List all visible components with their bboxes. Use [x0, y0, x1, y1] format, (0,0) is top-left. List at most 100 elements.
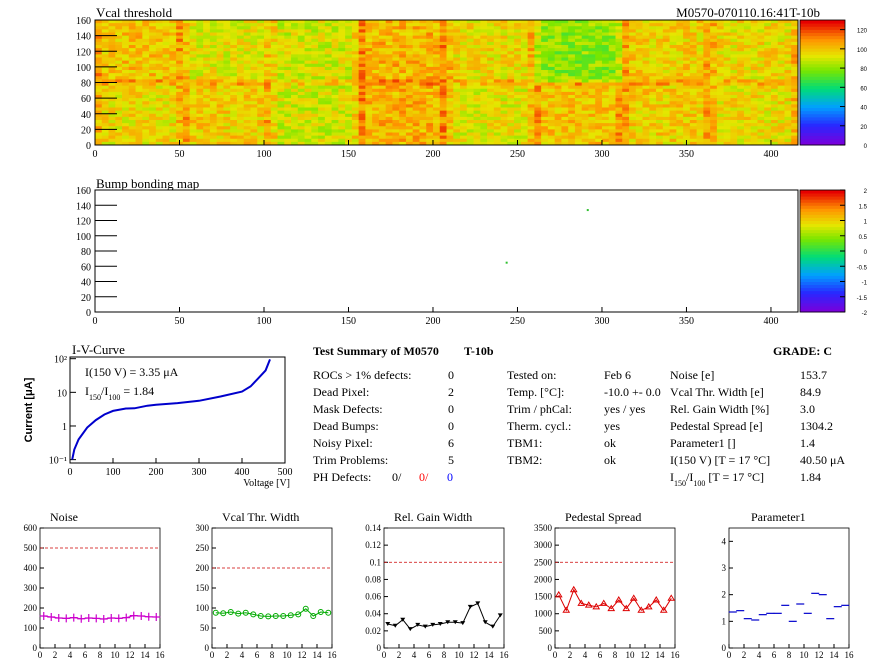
pixel-cell: [473, 126, 481, 130]
pixel-cell: [541, 141, 549, 146]
pixel-cell: [203, 129, 211, 133]
pixel-cell: [649, 26, 657, 30]
pixel-cell: [216, 54, 224, 58]
pixel-cell: [176, 66, 184, 71]
pixel-cell: [257, 101, 265, 105]
pixel-cell: [561, 20, 569, 24]
pixel-cell: [162, 82, 170, 87]
pixel-cell: [689, 23, 698, 27]
pixel-cell: [649, 51, 657, 55]
pixel-cell: [372, 41, 380, 46]
pixel-cell: [162, 35, 170, 40]
pixel-cell: [716, 91, 725, 96]
pixel-cell: [338, 132, 346, 137]
pixel-cell: [791, 104, 799, 108]
pixel-cell: [135, 70, 143, 74]
pixel-cell: [412, 129, 420, 133]
pixel-cell: [568, 116, 576, 121]
pixel-cell: [162, 120, 170, 124]
pixel-cell: [649, 38, 657, 43]
pixel-cell: [466, 32, 474, 37]
pixel-cell: [318, 26, 326, 30]
pixel-cell: [216, 107, 224, 112]
pixel-cell: [777, 29, 785, 33]
pixel-cell: [223, 123, 231, 127]
pixel-cell: [243, 32, 251, 37]
pixel-cell: [662, 60, 670, 65]
pixel-cell: [324, 120, 332, 124]
pixel-cell: [703, 85, 711, 90]
pixel-cell: [520, 82, 529, 87]
pixel-cell: [696, 66, 704, 71]
pixel-cell: [703, 45, 711, 49]
pixel-cell: [142, 104, 150, 108]
roc-data-point: [392, 623, 398, 628]
pixel-cell: [487, 91, 495, 96]
color-scale-step: [800, 308, 845, 313]
pixel-cell: [460, 138, 468, 143]
roc-y-tick-label: 50: [200, 623, 210, 633]
roc-y-tick-label: 500: [24, 543, 38, 553]
pixel-cell: [149, 51, 157, 55]
pixel-cell: [358, 45, 366, 49]
pixel-cell: [520, 113, 529, 118]
pixel-cell: [473, 76, 481, 80]
pixel-cell: [588, 41, 596, 46]
pixel-cell: [250, 66, 258, 71]
pixel-cell: [365, 141, 373, 146]
pixel-cell: [311, 35, 319, 40]
pixel-cell: [270, 132, 278, 137]
pixel-cell: [791, 60, 799, 65]
roc-data-point: [607, 604, 616, 612]
pixel-cell: [243, 29, 251, 33]
pixel-cell: [507, 60, 515, 65]
pixel-cell: [149, 95, 157, 99]
pixel-cell: [108, 104, 116, 108]
pixel-cell: [500, 98, 508, 102]
pixel-cell: [696, 129, 704, 133]
pixel-cell: [595, 45, 603, 49]
pixel-cell: [601, 132, 610, 137]
pixel-cell: [122, 95, 130, 99]
y-tick-label: 160: [76, 186, 91, 197]
pixel-cell: [554, 132, 562, 137]
pixel-cell: [527, 116, 535, 121]
pixel-cell: [791, 79, 799, 83]
pixel-cell: [331, 48, 339, 52]
pixel-cell: [95, 57, 103, 62]
pixel-cell: [250, 107, 258, 112]
pixel-cell: [189, 70, 197, 74]
roc-x-tick-label: 16: [500, 650, 510, 660]
pixel-cell: [791, 123, 799, 127]
pixel-cell: [547, 26, 556, 30]
pixel-cell: [554, 51, 562, 55]
pixel-cell: [676, 79, 684, 83]
pixel-cell: [223, 126, 231, 130]
pixel-cell: [95, 48, 103, 52]
pixel-cell: [514, 135, 522, 140]
pixel-cell: [216, 120, 224, 124]
pixel-cell: [588, 29, 596, 33]
pixel-cell: [155, 48, 163, 52]
pixel-cell: [432, 129, 441, 133]
pixel-cell: [378, 60, 387, 65]
pixel-cell: [169, 132, 177, 137]
pixel-cell: [372, 54, 380, 58]
pixel-cell: [791, 45, 799, 49]
pixel-cell: [358, 29, 366, 33]
pixel-cell: [541, 41, 549, 46]
pixel-cell: [676, 45, 684, 49]
pixel-cell: [209, 141, 218, 146]
pixel-cell: [243, 104, 251, 108]
pixel-cell: [412, 82, 420, 87]
pixel-cell: [142, 23, 150, 27]
pixel-cell: [270, 135, 278, 140]
pixel-cell: [311, 113, 319, 118]
pixel-cell: [601, 48, 610, 52]
pixel-cell: [662, 120, 670, 124]
pixel-cell: [574, 20, 583, 24]
summary-row-value: -10.0 +- 0.0: [604, 385, 661, 399]
pixel-cell: [338, 54, 346, 58]
